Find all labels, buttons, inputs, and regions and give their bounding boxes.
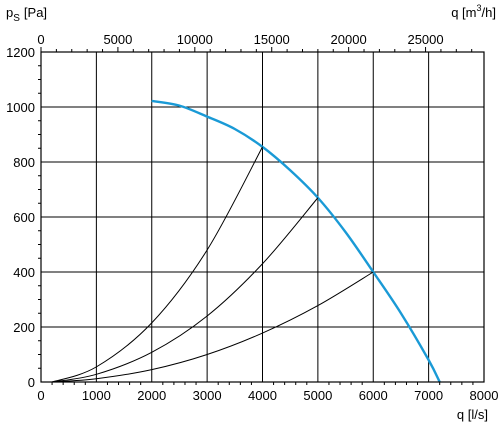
- fan-curve: [151, 99, 441, 383]
- y-tick-label: 1200: [6, 45, 35, 60]
- system-curve-2: [51, 197, 319, 383]
- top-tick-label: 25000: [407, 32, 443, 47]
- plot-frame: [40, 51, 485, 383]
- x-tick-label: 2000: [137, 388, 166, 403]
- y-tick-label: 1000: [6, 100, 35, 115]
- x-tick-label: 3000: [193, 388, 222, 403]
- x-tick-label: 4000: [248, 388, 277, 403]
- curves: [51, 99, 441, 383]
- top-axis-title-post: /h]: [482, 5, 496, 20]
- y-axis-title: pS [Pa]: [6, 5, 47, 24]
- grid: [40, 51, 485, 383]
- x-axis-title: q [l/s]: [457, 407, 488, 422]
- x-tick-label: 8000: [470, 388, 499, 403]
- top-tick-label: 0: [37, 32, 44, 47]
- y-tick-label: 0: [28, 375, 35, 390]
- y-tick-label: 200: [13, 320, 35, 335]
- x-tick-label: 6000: [359, 388, 388, 403]
- y-axis-symbol: p: [6, 5, 13, 20]
- y-tick-label: 800: [13, 155, 35, 170]
- top-axis-title-sup: 3: [477, 3, 482, 13]
- y-tick-label: 600: [13, 210, 35, 225]
- top-tick-label: 20000: [331, 32, 367, 47]
- tick-labels: 0 1000 2000 3000 4000 5000 6000 7000 80000200400…: [6, 32, 498, 403]
- x-tick-label: 5000: [303, 388, 332, 403]
- x-tick-label: 0: [37, 388, 44, 403]
- y-axis-subscript: S: [13, 13, 20, 24]
- top-tick-label: 10000: [177, 32, 213, 47]
- x-tick-label: 1000: [82, 388, 111, 403]
- top-axis-title: q [m3/h]: [451, 3, 496, 20]
- x-tick-label: 7000: [414, 388, 443, 403]
- y-tick-label: 400: [13, 265, 35, 280]
- top-tick-label: 5000: [103, 32, 132, 47]
- minor-ticks: [38, 47, 474, 385]
- system-curve-3: [52, 271, 374, 383]
- top-tick-label: 15000: [254, 32, 290, 47]
- system-curve-1: [51, 146, 263, 383]
- y-axis-unit: [Pa]: [24, 5, 47, 20]
- top-axis-title-pre: q [m: [451, 5, 476, 20]
